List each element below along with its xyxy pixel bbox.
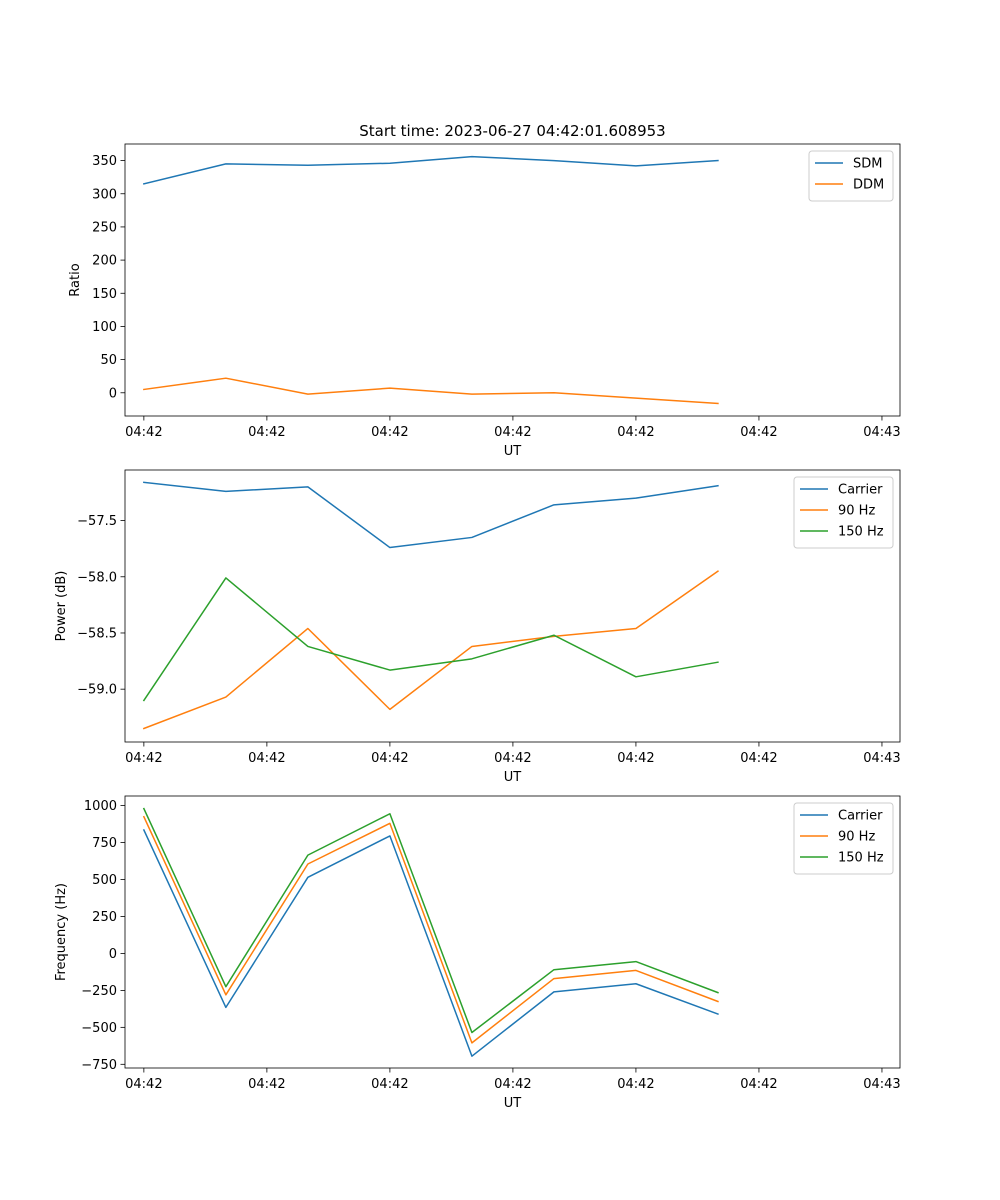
- x-tick-label: 04:42: [371, 425, 408, 440]
- y-tick-label: 300: [92, 187, 117, 202]
- y-tick-label: 500: [92, 873, 117, 888]
- x-tick-label: 04:42: [617, 751, 654, 766]
- axes-frame: [124, 469, 901, 743]
- figure-title: Start time: 2023-06-27 04:42:01.608953: [359, 122, 665, 140]
- y-tick-label: −500: [81, 1021, 117, 1036]
- series-line-90-hz: [142, 570, 719, 730]
- x-tick-label: 04:42: [740, 425, 777, 440]
- y-tick-label: −58.5: [77, 626, 117, 641]
- x-tick-label: 04:42: [494, 425, 531, 440]
- y-tick-label: −750: [81, 1058, 117, 1073]
- x-tick-label: 04:42: [494, 1077, 531, 1092]
- x-tick-label: 04:42: [617, 425, 654, 440]
- x-axis-label: UT: [504, 444, 522, 459]
- x-tick-label: 04:42: [740, 1077, 777, 1092]
- y-tick-label: 0: [109, 386, 117, 401]
- axes-frame: [124, 795, 901, 1069]
- y-tick-label: −59.0: [77, 683, 117, 698]
- y-axis-label: Frequency (Hz): [54, 883, 69, 981]
- x-tick-label: 04:43: [863, 751, 900, 766]
- y-tick-label: −58.0: [77, 570, 117, 585]
- legend: Carrier 90 Hz 150 Hz: [793, 476, 894, 549]
- legend-label: 90 Hz: [838, 504, 875, 519]
- series-line-150-hz: [142, 577, 719, 702]
- y-tick-label: 1000: [84, 799, 117, 814]
- x-tick-label: 04:42: [248, 751, 285, 766]
- x-tick-label: 04:42: [125, 1077, 162, 1092]
- legend: Carrier 90 Hz 150 Hz: [793, 802, 894, 875]
- x-tick-label: 04:42: [371, 1077, 408, 1092]
- series-line-90-hz: [142, 815, 719, 1044]
- x-tick-label: 04:42: [248, 1077, 285, 1092]
- y-tick-label: 350: [92, 154, 117, 169]
- y-tick-label: 100: [92, 320, 117, 335]
- x-tick-label: 04:42: [371, 751, 408, 766]
- legend-label: SDM: [853, 157, 882, 172]
- x-tick-label: 04:42: [125, 751, 162, 766]
- y-tick-label: 50: [100, 353, 117, 368]
- y-tick-label: 250: [92, 910, 117, 925]
- y-tick-label: 200: [92, 254, 117, 269]
- subplot-3: 04:42 04:42 04:42 04:42 04:42 04:42 04:43 −750 −…: [54, 795, 901, 1111]
- axes-frame: [124, 143, 901, 417]
- y-tick-label: −250: [81, 984, 117, 999]
- legend-label: Carrier: [838, 483, 883, 498]
- x-tick-label: 04:43: [863, 1077, 900, 1092]
- legend-label: 150 Hz: [838, 525, 884, 540]
- legend-label: Carrier: [838, 809, 883, 824]
- x-tick-label: 04:42: [125, 425, 162, 440]
- y-tick-label: 250: [92, 220, 117, 235]
- y-tick-label: −57.5: [77, 514, 117, 529]
- y-tick-label: 150: [92, 287, 117, 302]
- series-line-carrier: [143, 481, 719, 549]
- x-tick-label: 04:43: [863, 425, 900, 440]
- y-tick-label: 0: [109, 947, 117, 962]
- series-line-150-hz: [142, 807, 719, 1034]
- subplot-1: 04:42 04:42 04:42 04:42 04:42 04:42 04:43 0 50 10…: [68, 143, 901, 459]
- x-tick-label: 04:42: [740, 751, 777, 766]
- x-tick-label: 04:42: [617, 1077, 654, 1092]
- series-line-carrier: [142, 829, 719, 1057]
- series-line-sdm: [142, 155, 719, 185]
- x-axis-label: UT: [504, 1096, 522, 1111]
- y-axis-label: Ratio: [68, 263, 83, 296]
- legend: SDM DDM: [808, 150, 894, 202]
- series-line-ddm: [143, 377, 719, 405]
- x-tick-label: 04:42: [248, 425, 285, 440]
- subplot-2: 04:42 04:42 04:42 04:42 04:42 04:42 04:43 −59.0…: [54, 469, 901, 785]
- y-tick-label: 750: [92, 836, 117, 851]
- legend-label: 90 Hz: [838, 830, 875, 845]
- legend-label: 150 Hz: [838, 851, 884, 866]
- legend-label: DDM: [853, 178, 884, 193]
- x-axis-label: UT: [504, 770, 522, 785]
- x-tick-label: 04:42: [494, 751, 531, 766]
- y-axis-label: Power (dB): [54, 571, 69, 642]
